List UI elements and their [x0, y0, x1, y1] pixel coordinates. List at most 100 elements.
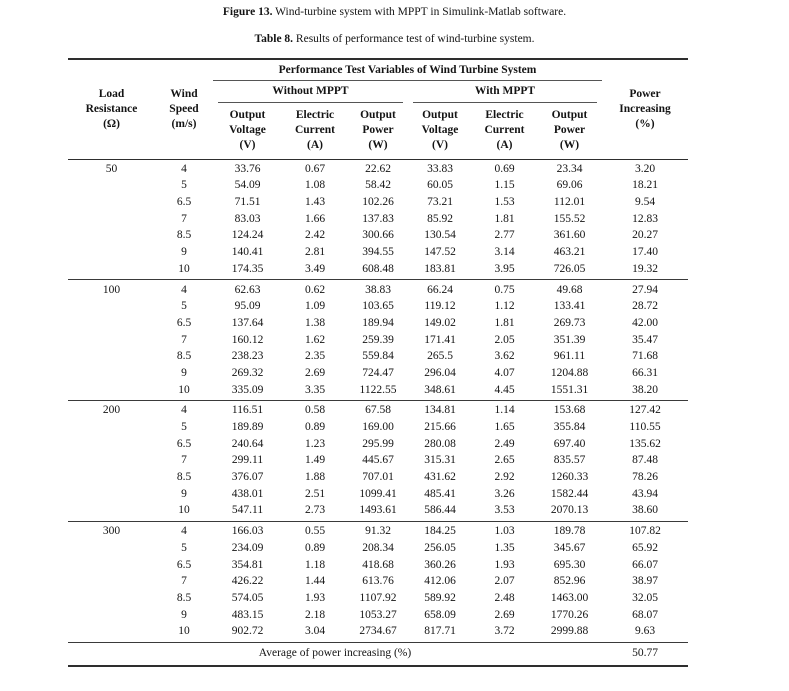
- load-resistance-cell: [68, 486, 155, 503]
- wind-speed-cell: 9: [181, 246, 187, 258]
- output-power-without-cell: 259.39: [362, 333, 394, 346]
- output-power-without-cell: 38.83: [365, 283, 391, 296]
- output-power-with-cell: 345.67: [553, 542, 586, 554]
- table-row: 8.5 574.05 1.93 1107.92 589.92 2.48 1463.00 32.…: [68, 590, 688, 607]
- load-resistance-cell: [68, 178, 155, 195]
- output-voltage-with-cell: 147.52: [424, 246, 456, 258]
- load-resistance-cell: [68, 211, 155, 228]
- load-resistance-cell: 200: [102, 404, 121, 417]
- wind-speed-cell: 8.5: [176, 591, 192, 604]
- electric-current-with-cell: 1.65: [494, 421, 515, 434]
- figure-caption-text: Wind-turbine system with MPPT in Simulin…: [275, 6, 567, 18]
- output-power-without-cell: 1493.61: [359, 504, 397, 517]
- electric-current-with-cell: 3.53: [494, 504, 515, 517]
- output-voltage-with-cell: 66.24: [427, 283, 453, 296]
- electric-current-without-cell: 1.09: [304, 300, 326, 313]
- load-resistance-cell: [68, 557, 155, 574]
- output-voltage-without-cell: 354.81: [231, 558, 264, 571]
- output-voltage-without-cell: 62.63: [234, 283, 261, 296]
- power-increasing-cell: 18.21: [632, 179, 658, 192]
- output-power-with-cell: 351.39: [553, 333, 586, 346]
- wind-speed-cell: 6.5: [176, 558, 192, 571]
- load-group-200: 200 4 116.51 0.58 67.58 134.81 1.14 153.68 127.4…: [68, 401, 688, 522]
- table-row: 8.5 376.07 1.88 707.01 431.62 2.92 1260.33 78.2…: [68, 470, 688, 487]
- table-row: 300 4 166.03 0.55 91.32 184.25 1.03 189.78 107.8…: [68, 522, 688, 541]
- electric-current-with-cell: 2.65: [494, 454, 515, 467]
- output-power-without-cell: 418.68: [362, 558, 394, 571]
- power-increasing-cell: 28.72: [632, 300, 658, 313]
- load-group-50: 50 4 33.76 0.67 22.62 33.83 0.69 23.34 3.20 5 54.0…: [68, 159, 688, 280]
- output-voltage-with-cell: 85.92: [427, 212, 453, 225]
- col-header-electric-current-with: Electric Current (A): [484, 108, 525, 151]
- output-power-without-cell: 300.66: [362, 229, 394, 242]
- col-header-electric-current-without: Electric Current (A): [294, 108, 336, 151]
- output-power-without-cell: 137.83: [362, 212, 394, 225]
- table-row: 8.5 124.24 2.42 300.66 130.54 2.77 361.60 20.27: [68, 228, 688, 245]
- output-power-with-cell: 852.96: [553, 575, 586, 588]
- wind-speed-cell: 10: [178, 383, 190, 396]
- output-voltage-without-cell: 547.11: [231, 504, 264, 517]
- output-power-with-cell: 49.68: [556, 283, 583, 296]
- col-group-without-mppt: Without MPPT: [218, 81, 403, 103]
- electric-current-without-cell: 1.23: [304, 437, 326, 450]
- electric-current-without-cell: 1.44: [304, 575, 326, 588]
- electric-current-with-cell: 2.77: [494, 229, 515, 242]
- table-row: 6.5 137.64 1.38 189.94 149.02 1.81 269.73 42.00: [68, 315, 688, 332]
- output-voltage-without-cell: 140.41: [231, 246, 264, 258]
- output-power-without-cell: 707.01: [362, 471, 394, 484]
- load-resistance-cell: [68, 365, 155, 382]
- table-row: 6.5 240.64 1.23 295.99 280.08 2.49 697.40 135.6…: [68, 436, 688, 453]
- electric-current-with-cell: 3.95: [494, 262, 515, 275]
- output-voltage-with-cell: 280.08: [424, 437, 456, 450]
- power-increasing-cell: 35.47: [632, 333, 658, 346]
- output-power-with-cell: 1582.44: [550, 487, 589, 500]
- load-resistance-cell: [68, 194, 155, 211]
- output-power-with-cell: 1551.31: [550, 383, 589, 396]
- electric-current-without-cell: 3.35: [304, 383, 326, 396]
- output-voltage-with-cell: 431.62: [424, 471, 456, 484]
- wind-speed-cell: 4: [181, 162, 187, 175]
- output-voltage-with-cell: 256.05: [424, 542, 456, 554]
- wind-speed-cell: 10: [178, 262, 190, 275]
- output-voltage-without-cell: 238.23: [231, 350, 264, 363]
- load-resistance-cell: [68, 299, 155, 316]
- output-power-with-cell: 153.68: [553, 404, 586, 417]
- load-resistance-cell: [68, 590, 155, 607]
- output-power-with-cell: 355.84: [553, 421, 586, 434]
- power-increasing-cell: 127.42: [629, 404, 661, 417]
- output-voltage-without-cell: 234.09: [231, 542, 264, 554]
- load-resistance-cell: [68, 349, 155, 366]
- electric-current-with-cell: 0.75: [494, 283, 515, 296]
- output-voltage-with-cell: 817.71: [424, 625, 456, 638]
- load-group-100: 100 4 62.63 0.62 38.83 66.24 0.75 49.68 27.94 5 95…: [68, 280, 688, 401]
- output-voltage-with-cell: 265.5: [427, 350, 453, 363]
- output-power-with-cell: 726.05: [553, 262, 586, 275]
- wind-speed-cell: 8.5: [176, 229, 192, 242]
- output-power-without-cell: 1053.27: [359, 608, 397, 621]
- electric-current-with-cell: 1.93: [494, 558, 515, 571]
- output-power-with-cell: 189.78: [553, 525, 586, 538]
- table-caption-text: Results of performance test of wind-turb…: [295, 32, 535, 45]
- table-row: 7 160.12 1.62 259.39 171.41 2.05 351.39 35.47: [68, 332, 688, 349]
- electric-current-without-cell: 1.49: [304, 454, 326, 467]
- power-increasing-cell: 66.31: [632, 366, 658, 379]
- col-header-output-power-without: Output Power (W): [360, 108, 396, 151]
- output-power-without-cell: 58.42: [365, 179, 391, 192]
- load-resistance-cell: 50: [105, 162, 118, 175]
- electric-current-without-cell: 1.38: [304, 316, 326, 329]
- col-header-power-increasing: Power Increasing (%): [619, 87, 671, 130]
- output-voltage-without-cell: 438.01: [231, 487, 264, 500]
- output-voltage-with-cell: 134.81: [424, 404, 456, 417]
- table-row: 6.5 354.81 1.18 418.68 360.26 1.93 695.30 66.07: [68, 557, 688, 574]
- electric-current-with-cell: 4.45: [494, 383, 515, 396]
- table-row: 9 140.41 2.81 394.55 147.52 3.14 463.21 17.40: [68, 244, 688, 261]
- output-voltage-with-cell: 33.83: [427, 162, 453, 175]
- average-row-label: Average of power increasing (%): [258, 647, 412, 660]
- power-increasing-cell: 66.07: [632, 558, 658, 571]
- electric-current-without-cell: 1.93: [304, 591, 326, 604]
- output-power-without-cell: 1099.41: [359, 487, 397, 500]
- output-voltage-without-cell: 137.64: [231, 316, 264, 329]
- output-voltage-without-cell: 426.22: [231, 575, 264, 588]
- electric-current-without-cell: 1.18: [304, 558, 326, 571]
- electric-current-without-cell: 0.67: [304, 162, 326, 175]
